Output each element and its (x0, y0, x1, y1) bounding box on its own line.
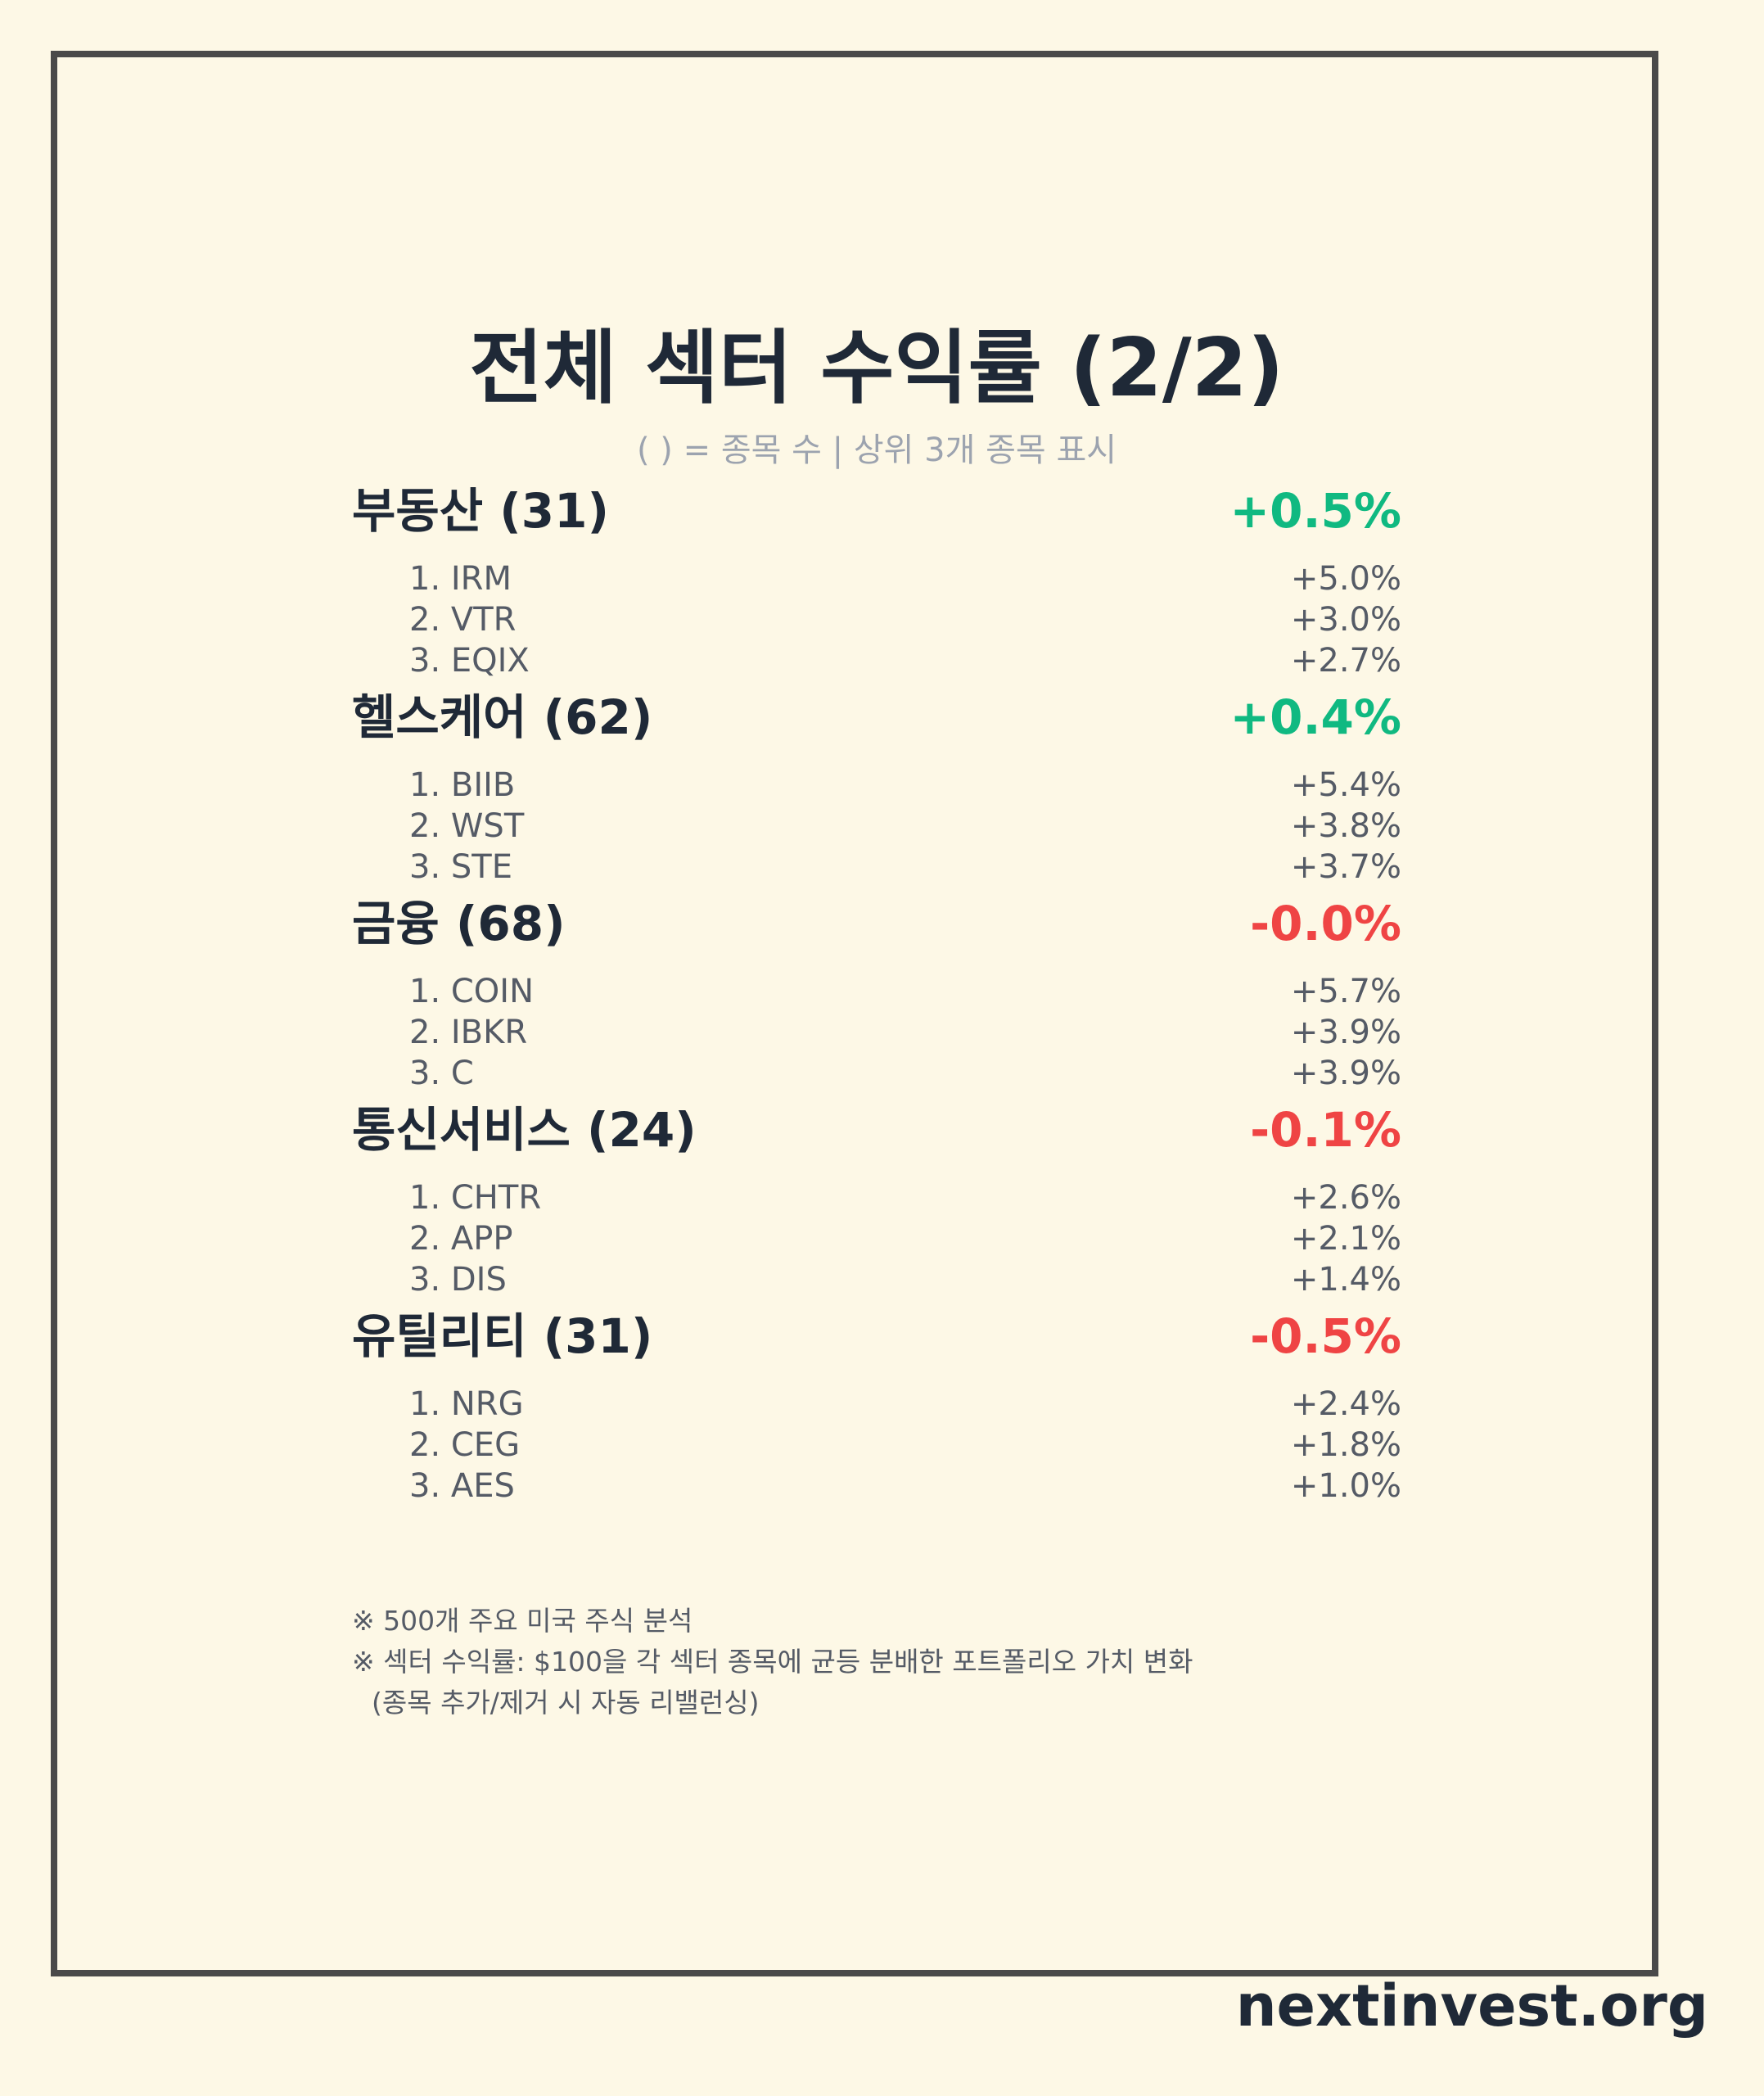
stock-return: +5.4% (1290, 766, 1401, 804)
stock-return: +5.7% (1290, 973, 1401, 1010)
stock-label: 1. BIIB (409, 766, 516, 804)
footnotes: ※ 500개 주요 미국 주식 분석 ※ 섹터 수익률: $100을 각 섹터 … (352, 1601, 1498, 1723)
stock-label: 1. COIN (409, 973, 535, 1010)
page-frame (51, 51, 1658, 1976)
stock-row: 2. VTR +3.0% (352, 599, 1401, 640)
sector-header: 부동산 (31) +0.5% (352, 477, 1401, 545)
stock-return: +3.8% (1290, 807, 1401, 845)
stock-row: 3. EQIX +2.7% (352, 640, 1401, 681)
stock-return: +2.4% (1290, 1385, 1401, 1423)
stock-row: 2. CEG +1.8% (352, 1425, 1401, 1466)
stock-row: 1. NRG +2.4% (352, 1384, 1401, 1425)
page-title: 전체 섹터 수익률 (2/2) (469, 322, 1284, 415)
sector-block: 헬스케어 (62) +0.4% 1. BIIB +5.4% 2. WST +3.… (352, 683, 1401, 889)
stock-row: 2. IBKR +3.9% (352, 1012, 1401, 1053)
sector-return: +0.5% (1229, 483, 1401, 539)
stock-row: 3. C +3.9% (352, 1053, 1401, 1094)
sector-header: 금융 (68) -0.0% (352, 889, 1401, 958)
stock-row: 3. AES +1.0% (352, 1466, 1401, 1506)
stock-return: +1.4% (1290, 1261, 1401, 1299)
footnote: ※ 섹터 수익률: $100을 각 섹터 종목에 균등 분배한 포트폴리오 가치… (352, 1646, 1193, 1678)
stock-row: 1. COIN +5.7% (352, 971, 1401, 1012)
stock-return: +3.7% (1290, 848, 1401, 886)
sector-name: 헬스케어 (62) (352, 689, 653, 745)
stock-return: +3.9% (1290, 1014, 1401, 1051)
sector-header: 통신서비스 (24) -0.1% (352, 1095, 1401, 1164)
stock-row: 1. CHTR +2.6% (352, 1177, 1401, 1218)
top-stocks-list: 1. NRG +2.4% 2. CEG +1.8% 3. AES +1.0% (352, 1384, 1401, 1506)
stock-label: 2. IBKR (409, 1014, 528, 1051)
stock-return: +2.6% (1290, 1179, 1401, 1217)
sector-return: -0.1% (1250, 1102, 1401, 1158)
page-subtitle: ( ) = 종목 수 | 상위 3개 종목 표시 (636, 431, 1117, 469)
sector-header: 유틸리티 (31) -0.5% (352, 1302, 1401, 1371)
stock-return: +3.0% (1290, 601, 1401, 639)
footnote: (종목 추가/제거 시 자동 리밸런싱) (372, 1687, 760, 1719)
sector-block: 부동산 (31) +0.5% 1. IRM +5.0% 2. VTR +3.0%… (352, 477, 1401, 683)
stock-label: 2. WST (409, 807, 525, 845)
top-stocks-list: 1. COIN +5.7% 2. IBKR +3.9% 3. C +3.9% (352, 971, 1401, 1094)
stock-label: 2. VTR (409, 601, 517, 639)
stock-row: 2. APP +2.1% (352, 1218, 1401, 1259)
stock-return: +1.8% (1290, 1426, 1401, 1464)
stock-row: 1. IRM +5.0% (352, 558, 1401, 599)
stock-label: 3. EQIX (409, 642, 530, 680)
stock-return: +1.0% (1290, 1467, 1401, 1505)
sector-header: 헬스케어 (62) +0.4% (352, 683, 1401, 752)
stock-label: 3. STE (409, 848, 512, 886)
stock-row: 1. BIIB +5.4% (352, 765, 1401, 806)
stock-label: 3. C (409, 1055, 474, 1092)
sector-return: +0.4% (1229, 689, 1401, 745)
stock-label: 3. AES (409, 1467, 515, 1505)
stock-row: 3. DIS +1.4% (352, 1259, 1401, 1300)
brand-watermark: nextinvest.org (1235, 1972, 1708, 2040)
sector-block: 금융 (68) -0.0% 1. COIN +5.7% 2. IBKR +3.9… (352, 889, 1401, 1095)
sector-block: 유틸리티 (31) -0.5% 1. NRG +2.4% 2. CEG +1.8… (352, 1302, 1401, 1508)
stock-label: 3. DIS (409, 1261, 507, 1299)
stock-label: 1. NRG (409, 1385, 524, 1423)
top-stocks-list: 1. IRM +5.0% 2. VTR +3.0% 3. EQIX +2.7% (352, 558, 1401, 681)
sector-block: 통신서비스 (24) -0.1% 1. CHTR +2.6% 2. APP +2… (352, 1095, 1401, 1302)
stock-label: 2. APP (409, 1220, 513, 1258)
sector-name: 금융 (68) (352, 896, 566, 951)
sector-name: 부동산 (31) (352, 483, 610, 539)
top-stocks-list: 1. BIIB +5.4% 2. WST +3.8% 3. STE +3.7% (352, 765, 1401, 888)
sector-name: 유틸리티 (31) (352, 1308, 653, 1364)
stock-return: +3.9% (1290, 1055, 1401, 1092)
stock-return: +5.0% (1290, 560, 1401, 598)
sector-return: -0.0% (1250, 896, 1401, 951)
stock-row: 3. STE +3.7% (352, 847, 1401, 888)
footnote: ※ 500개 주요 미국 주식 분석 (352, 1605, 693, 1637)
sector-list: 부동산 (31) +0.5% 1. IRM +5.0% 2. VTR +3.0%… (352, 477, 1401, 1508)
top-stocks-list: 1. CHTR +2.6% 2. APP +2.1% 3. DIS +1.4% (352, 1177, 1401, 1300)
stock-label: 1. IRM (409, 560, 512, 598)
stock-return: +2.7% (1290, 642, 1401, 680)
sector-return: -0.5% (1250, 1308, 1401, 1364)
stock-return: +2.1% (1290, 1220, 1401, 1258)
stock-row: 2. WST +3.8% (352, 806, 1401, 847)
stock-label: 2. CEG (409, 1426, 521, 1464)
sector-name: 통신서비스 (24) (352, 1102, 697, 1158)
stock-label: 1. CHTR (409, 1179, 542, 1217)
